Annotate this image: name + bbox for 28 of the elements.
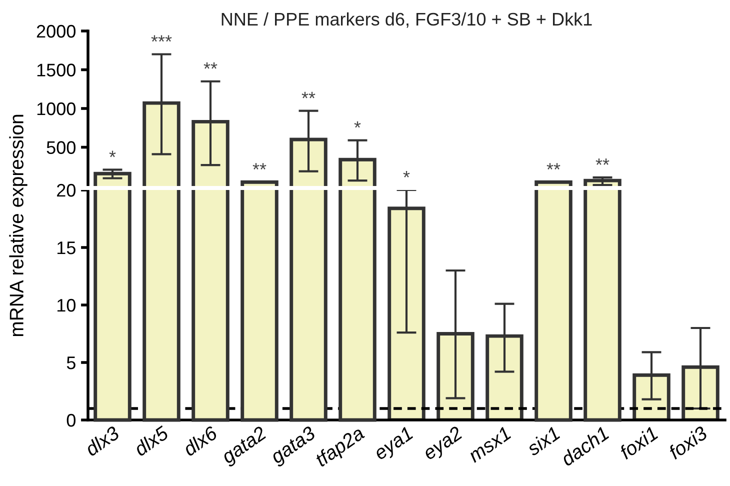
y-tick-label: 2000	[36, 24, 76, 38]
y-tick-label: 15	[57, 242, 76, 254]
y-tick-label: 1000	[37, 102, 76, 116]
y-tick-label: 5	[66, 356, 76, 370]
x-tick-label: dlx5	[132, 424, 170, 457]
annotation: **	[204, 62, 218, 69]
annotation: *	[354, 121, 361, 128]
annotation: *	[403, 171, 410, 178]
x-tick-label: six1	[525, 426, 560, 456]
x-tick-label: eya2	[422, 425, 466, 464]
y-tick-label: 1500	[37, 64, 76, 76]
chart-title: NNE / PPE markers d6, FGF3/10 + SB + Dkk1	[222, 12, 592, 28]
y-tick-label: 0	[66, 414, 76, 427]
y-tick-label: 10	[57, 298, 76, 312]
x-tick-label: foxi3	[667, 424, 709, 460]
x-tick-label: dlx6	[182, 424, 219, 457]
annotation: **	[596, 158, 610, 165]
annotation: **	[546, 163, 560, 170]
annotation: **	[252, 163, 266, 170]
annotation: ***	[151, 35, 172, 42]
x-tick-label: foxi1	[618, 426, 658, 460]
y-axis-title: mRNA relative expression	[9, 114, 28, 336]
annotation: *	[109, 150, 116, 158]
annotation: **	[302, 92, 316, 98]
y-tick-label: 500	[46, 141, 76, 154]
y-tick-label: 20	[57, 184, 76, 197]
x-tick-label: dlx3	[84, 424, 121, 457]
x-tick-label: eya1	[372, 426, 416, 464]
